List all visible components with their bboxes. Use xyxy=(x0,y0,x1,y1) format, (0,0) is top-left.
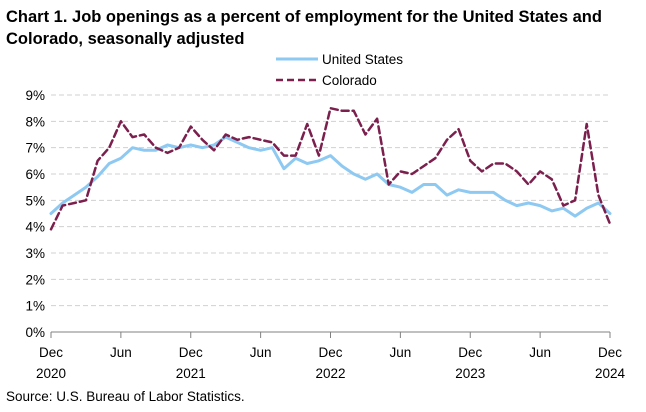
x-tick-label-year: 2020 xyxy=(36,366,66,381)
y-tick-label: 6% xyxy=(25,167,45,182)
y-axis-ticks: 0% 1% 2% 3% 4% 5% 6% 7% 8% 9% xyxy=(25,88,45,340)
x-axis-ticks: Dec 2020 Jun Dec 2021 Jun Dec 2022 Jun Dec 2023 Jun… xyxy=(36,332,626,381)
y-tick-label: 2% xyxy=(25,272,45,287)
y-tick-label: 1% xyxy=(25,299,45,314)
x-tick-label-year: 2024 xyxy=(595,366,626,381)
x-tick-label-month: Jun xyxy=(529,345,551,360)
x-tick-label-month: Dec xyxy=(179,345,203,360)
x-tick-label-month: Dec xyxy=(318,345,342,360)
x-tick-label-year: 2021 xyxy=(176,366,206,381)
x-tick-label-month: Jun xyxy=(110,345,132,360)
series-line-united-states xyxy=(49,135,612,218)
y-tick-label: 9% xyxy=(25,88,45,103)
source-note: Source: U.S. Bureau of Labor Statistics. xyxy=(6,389,245,404)
y-tick-label: 3% xyxy=(25,246,45,261)
chart-title: Chart 1. Job openings as a percent of em… xyxy=(6,8,602,48)
y-tick-label: 5% xyxy=(25,193,45,208)
y-tick-label: 4% xyxy=(25,220,45,235)
x-tick-label-month: Jun xyxy=(250,345,272,360)
legend-label: Colorado xyxy=(322,73,377,88)
series-layer xyxy=(49,106,612,231)
gridlines xyxy=(51,94,610,307)
legend: United States Colorado xyxy=(276,52,403,88)
x-tick-label-month: Dec xyxy=(458,345,482,360)
y-tick-label: 7% xyxy=(25,141,45,156)
series-line-colorado xyxy=(49,106,612,231)
y-tick-label: 0% xyxy=(25,325,45,340)
x-tick-label-year: 2023 xyxy=(455,366,485,381)
x-tick-label-month: Dec xyxy=(598,345,622,360)
x-tick-label-month: Jun xyxy=(389,345,411,360)
legend-label: United States xyxy=(322,52,403,67)
y-tick-label: 8% xyxy=(25,114,45,129)
x-tick-label-month: Dec xyxy=(39,345,63,360)
x-tick-label-year: 2022 xyxy=(315,366,345,381)
